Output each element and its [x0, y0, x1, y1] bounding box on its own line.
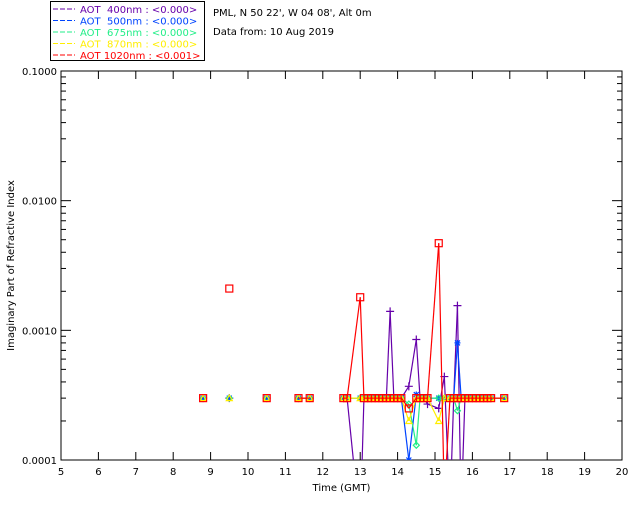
legend-label: AOT 1020nm : <0.001>	[80, 51, 200, 62]
y-tick-label: 0.0010	[22, 326, 57, 337]
data-point-star	[454, 339, 461, 346]
x-tick-label: 12	[316, 467, 329, 478]
series-line-segment	[389, 311, 395, 399]
x-axis-label: Time (GMT)	[312, 483, 371, 494]
plot-frame	[60, 70, 623, 461]
data-point-triangle	[434, 416, 443, 425]
data-point-diamond	[453, 406, 462, 415]
series-line-segment	[400, 398, 410, 460]
data-point-square	[500, 394, 509, 403]
data-point-triangle	[262, 393, 271, 402]
data-point-plus	[412, 335, 421, 344]
series-line-segment	[415, 398, 421, 446]
series-line-segment	[346, 398, 354, 460]
x-tick-label: 19	[578, 467, 591, 478]
x-tick-label: 6	[95, 467, 101, 478]
series-line-segment	[415, 339, 421, 399]
series-line-segment	[438, 397, 445, 422]
data-point-star	[200, 395, 207, 402]
data-point-plus	[386, 307, 395, 316]
series-line-segment	[438, 243, 445, 460]
series-line-segment	[361, 398, 365, 460]
series-line-segment	[462, 398, 466, 460]
data-point-star	[226, 395, 233, 402]
data-point-triangle	[199, 393, 208, 402]
data-point-diamond	[434, 394, 443, 402]
y-tick-label: 0.0100	[22, 197, 57, 208]
series-line-segment	[453, 342, 459, 399]
x-tick-label: 7	[133, 467, 139, 478]
data-point-plus	[453, 301, 462, 310]
series-line-segment	[451, 398, 455, 460]
data-point-triangle	[440, 393, 449, 402]
series-line-segment	[408, 339, 417, 387]
series-line-segment	[456, 342, 462, 399]
x-tick-label: 11	[279, 467, 292, 478]
x-tick-label: 17	[503, 467, 516, 478]
data-point-square	[487, 394, 496, 403]
series-line-segment	[408, 403, 417, 446]
data-point-square	[343, 394, 352, 403]
series-line-segment	[427, 403, 439, 409]
legend-label: AOT 500nm : <0.000>	[80, 17, 197, 28]
x-tick-label: 10	[242, 467, 255, 478]
data-point-star	[405, 457, 412, 460]
y-tick-label: 0.0001	[22, 456, 57, 467]
series-line-segment	[408, 397, 417, 409]
data-point-square	[423, 394, 432, 403]
data-point-triangle	[225, 393, 234, 402]
series-line-segment	[346, 297, 361, 399]
data-point-square	[404, 404, 413, 413]
y-axis-label: Imaginary Part of Refractive Index	[6, 180, 17, 351]
series-4	[199, 239, 509, 460]
x-tick-label: 20	[616, 467, 629, 478]
x-tick-label: 16	[466, 467, 479, 478]
x-tick-label: 8	[170, 467, 176, 478]
x-tick-label: 14	[391, 467, 404, 478]
x-tick-label: 9	[207, 467, 213, 478]
legend-label: AOT 675nm : <0.000>	[80, 28, 197, 39]
series-line-segment	[385, 311, 391, 399]
series-line-segment	[445, 398, 451, 460]
x-tick-label: 18	[541, 467, 554, 478]
data-point-square	[199, 394, 208, 403]
data-point-square	[225, 284, 234, 293]
series-line-segment	[359, 297, 365, 399]
x-tick-label: 15	[429, 467, 442, 478]
data-point-square	[434, 239, 443, 248]
x-tick-label: 13	[354, 467, 367, 478]
data-point-square	[397, 394, 406, 403]
y-tick-label: 0.1000	[22, 67, 57, 78]
series-2	[199, 394, 509, 450]
data-point-square	[356, 293, 365, 302]
series-0	[199, 301, 509, 460]
data-point-triangle	[404, 416, 413, 425]
x-tick-label: 5	[58, 467, 64, 478]
legend-label: AOT 400nm : <0.000>	[80, 5, 197, 16]
data-point-square	[294, 394, 303, 403]
series-line-segment	[456, 305, 461, 460]
legend-box	[50, 1, 205, 61]
date-info: Data from: 10 Aug 2019	[213, 27, 334, 38]
legend-label: AOT 870nm : <0.000>	[80, 40, 197, 51]
data-point-star	[263, 395, 270, 402]
data-point-plus	[404, 382, 413, 391]
data-point-square	[262, 394, 271, 403]
data-point-diamond	[412, 441, 421, 450]
series-line-segment	[426, 243, 440, 399]
data-point-square	[305, 394, 314, 403]
data-point-diamond	[404, 400, 413, 408]
series-line-segment	[400, 397, 410, 409]
site-info: PML, N 50 22', W 04 08', Alt 0m	[213, 8, 372, 19]
